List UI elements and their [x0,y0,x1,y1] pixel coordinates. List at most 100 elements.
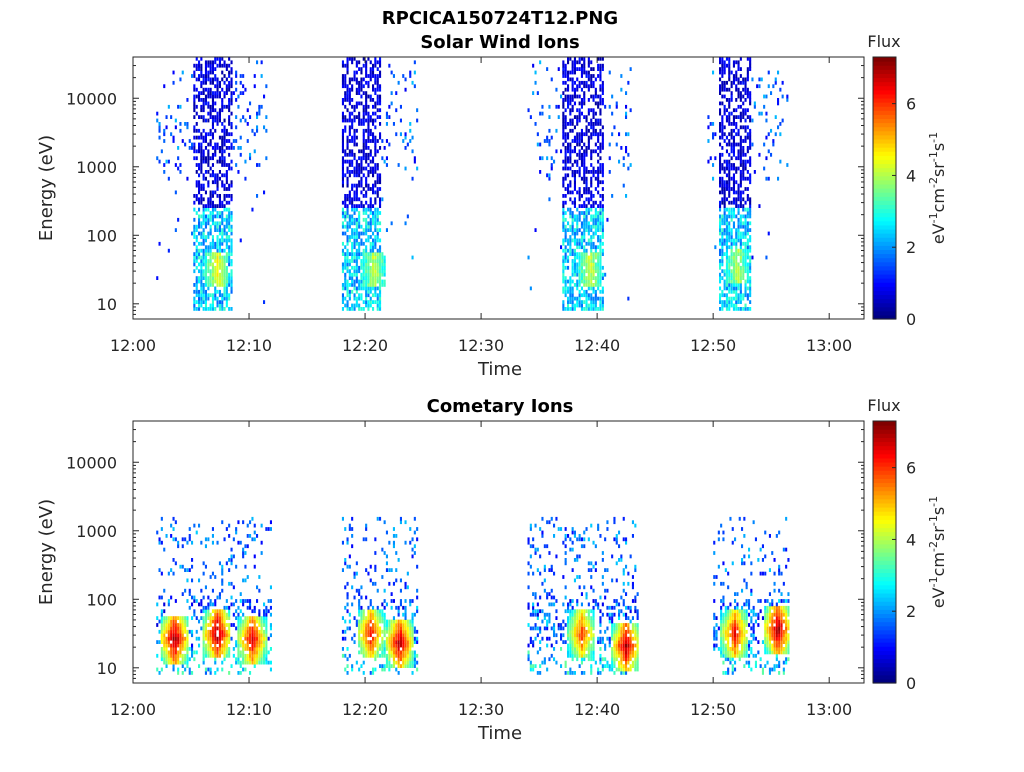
spectrogram-cell [177,167,179,171]
spectrogram-cell [365,637,367,641]
spectrogram-cell [735,197,737,201]
spectrogram-cell [623,163,625,167]
spectrogram-cell [597,287,599,291]
spectrogram-cell [221,661,223,665]
spectrogram-cell [391,630,393,634]
spectrogram-cell [402,637,404,641]
spectrogram-cell [546,620,548,624]
spectrogram-cell [254,565,256,569]
spectrogram-cell [249,520,251,524]
spectrogram-cell [749,143,751,147]
spectrogram-cell [374,201,376,205]
spectrogram-cell [372,651,374,655]
spectrogram-cell [219,156,221,160]
spectrogram-cell [231,197,233,201]
spectrogram-cell [398,609,400,613]
spectrogram-cell [409,599,411,603]
spectrogram-cell [214,256,216,260]
spectrogram-cell [532,668,534,672]
spectrogram-cell [583,249,585,253]
spectrogram-cell [203,644,205,648]
spectrogram-cell [377,221,379,225]
spectrogram-cell [203,215,205,219]
spectrogram-cell [367,654,369,658]
spectrogram-cell [268,609,270,613]
spectrogram-cell [170,620,172,624]
spectrogram-cell [599,108,601,112]
spectrogram-cell [224,637,226,641]
spectrogram-cell [721,64,723,68]
spectrogram-cell [226,616,228,620]
spectrogram-cell [381,273,383,277]
spectrogram-cell [217,276,219,280]
spectrogram-cell [745,98,747,102]
spectrogram-cell [356,561,358,565]
spectrogram-cell [226,259,228,263]
spectrogram-cell [395,568,397,572]
spectrogram-cell [579,215,581,219]
spectrogram-cell [358,112,360,116]
spectrogram-cell [212,180,214,184]
spectrogram-cell [379,95,381,99]
spectrogram-cell [379,613,381,617]
spectrogram-cell [363,91,365,95]
spectrogram-cell [370,297,372,301]
spectrogram-cell [370,242,372,246]
spectrogram-cell [270,599,272,603]
spectrogram-cell [400,640,402,644]
spectrogram-cell [398,671,400,675]
spectrogram-cell [391,651,393,655]
spectrogram-cell [374,149,376,153]
colorbar-swatch [873,127,896,132]
spectrogram-cell [360,149,362,153]
spectrogram-cell [738,115,740,119]
spectrogram-cell [528,541,530,545]
spectrogram-cell [724,125,726,129]
spectrogram-cell [599,245,601,249]
spectrogram-cell [402,651,404,655]
spectrogram-cell [200,235,202,239]
spectrogram-cell [395,647,397,651]
spectrogram-cell [541,637,543,641]
spectrogram-cell [360,71,362,75]
spectrogram-cell [562,91,564,95]
spectrogram-cell [342,225,344,229]
spectrogram-cell [354,139,356,143]
spectrogram-cell [745,84,747,88]
spectrogram-cell [219,307,221,311]
spectrogram-cell [745,129,747,133]
spectrogram-cell [265,633,267,637]
spectrogram-cell [721,252,723,256]
spectrogram-cell [221,572,223,576]
spectrogram-cell [210,228,212,232]
spectrogram-cell [235,565,237,569]
spectrogram-cell [726,119,728,123]
spectrogram-cell [354,74,356,78]
spectrogram-cell [388,654,390,658]
spectrogram-cell [724,201,726,205]
spectrogram-cell [379,620,381,624]
spectrogram-cell [367,132,369,136]
spectrogram-cell [198,304,200,308]
spectrogram-cell [381,640,383,644]
spectrogram-cell [599,180,601,184]
spectrogram-cell [168,651,170,655]
spectrogram-cell [609,143,611,147]
spectrogram-cell [583,252,585,256]
spectrogram-cell [579,259,581,263]
spectrogram-cell [728,221,730,225]
spectrogram-cell [541,534,543,538]
spectrogram-cell [360,84,362,88]
spectrogram-cell [548,143,550,147]
spectrogram-cell [370,167,372,171]
spectrogram-cell [731,143,733,147]
spectrogram-cell [367,616,369,620]
spectrogram-cell [735,170,737,174]
spectrogram-cell [210,283,212,287]
spectrogram-cell [196,105,198,109]
spectrogram-cell [365,160,367,164]
spectrogram-cell [586,297,588,301]
spectrogram-cell [377,256,379,260]
spectrogram-cell [528,651,530,655]
spectrogram-cell [356,184,358,188]
